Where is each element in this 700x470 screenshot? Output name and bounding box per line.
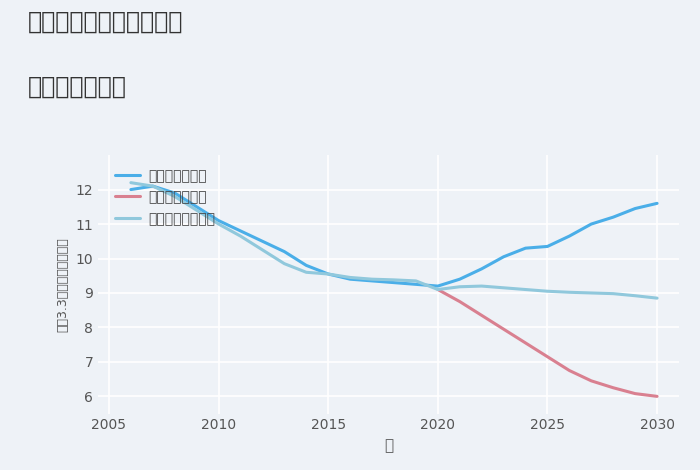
- バッドシナリオ: [631, 391, 639, 396]
- ノーマルシナリオ: [653, 295, 662, 301]
- ノーマルシナリオ: [631, 293, 639, 298]
- ノーマルシナリオ: [368, 276, 377, 282]
- ノーマルシナリオ: [346, 274, 354, 280]
- ノーマルシナリオ: [499, 285, 508, 290]
- Y-axis label: 坪（3.3㎡）単価（万円）: 坪（3.3㎡）単価（万円）: [57, 237, 70, 332]
- ノーマルシナリオ: [565, 290, 573, 295]
- ノーマルシナリオ: [456, 284, 464, 290]
- ノーマルシナリオ: [390, 277, 398, 282]
- Text: 三重県津市白山町稲垣の: 三重県津市白山町稲垣の: [28, 9, 183, 33]
- ノーマルシナリオ: [237, 233, 245, 239]
- バッドシナリオ: [565, 368, 573, 373]
- Text: 土地の価格推移: 土地の価格推移: [28, 75, 127, 99]
- グッドシナリオ: [368, 278, 377, 284]
- ノーマルシナリオ: [258, 247, 267, 253]
- グッドシナリオ: [214, 218, 223, 223]
- バッドシナリオ: [587, 378, 596, 384]
- バッドシナリオ: [456, 299, 464, 305]
- ノーマルシナリオ: [609, 291, 617, 297]
- グッドシナリオ: [522, 245, 530, 251]
- バッドシナリオ: [522, 340, 530, 346]
- Legend: グッドシナリオ, バッドシナリオ, ノーマルシナリオ: グッドシナリオ, バッドシナリオ, ノーマルシナリオ: [111, 164, 219, 230]
- バッドシナリオ: [477, 313, 486, 318]
- グッドシナリオ: [433, 283, 442, 289]
- グッドシナリオ: [499, 254, 508, 259]
- ノーマルシナリオ: [214, 221, 223, 227]
- ノーマルシナリオ: [171, 194, 179, 199]
- ノーマルシナリオ: [587, 290, 596, 296]
- グッドシナリオ: [631, 206, 639, 212]
- バッドシナリオ: [653, 393, 662, 399]
- グッドシナリオ: [390, 280, 398, 285]
- グッドシナリオ: [587, 221, 596, 227]
- ノーマルシナリオ: [127, 180, 135, 186]
- グッドシナリオ: [148, 183, 157, 189]
- ノーマルシナリオ: [412, 278, 420, 284]
- ノーマルシナリオ: [302, 269, 311, 275]
- Line: グッドシナリオ: グッドシナリオ: [131, 186, 657, 286]
- グッドシナリオ: [193, 204, 201, 210]
- ノーマルシナリオ: [324, 271, 332, 277]
- ノーマルシナリオ: [148, 183, 157, 189]
- グッドシナリオ: [258, 238, 267, 244]
- バッドシナリオ: [543, 354, 552, 360]
- グッドシナリオ: [543, 243, 552, 249]
- グッドシナリオ: [412, 282, 420, 287]
- ノーマルシナリオ: [193, 207, 201, 213]
- バッドシナリオ: [499, 326, 508, 332]
- ノーマルシナリオ: [543, 289, 552, 294]
- グッドシナリオ: [302, 263, 311, 268]
- グッドシナリオ: [346, 276, 354, 282]
- グッドシナリオ: [609, 214, 617, 220]
- グッドシナリオ: [456, 276, 464, 282]
- バッドシナリオ: [609, 385, 617, 391]
- ノーマルシナリオ: [522, 287, 530, 292]
- ノーマルシナリオ: [477, 283, 486, 289]
- グッドシナリオ: [477, 266, 486, 272]
- バッドシナリオ: [433, 287, 442, 292]
- グッドシナリオ: [280, 249, 288, 254]
- グッドシナリオ: [324, 271, 332, 277]
- Line: バッドシナリオ: バッドシナリオ: [438, 290, 657, 396]
- Line: ノーマルシナリオ: ノーマルシナリオ: [131, 183, 657, 298]
- グッドシナリオ: [127, 187, 135, 192]
- グッドシナリオ: [171, 190, 179, 196]
- X-axis label: 年: 年: [384, 438, 393, 453]
- グッドシナリオ: [653, 201, 662, 206]
- グッドシナリオ: [237, 228, 245, 234]
- グッドシナリオ: [565, 233, 573, 239]
- ノーマルシナリオ: [280, 261, 288, 266]
- ノーマルシナリオ: [433, 287, 442, 292]
